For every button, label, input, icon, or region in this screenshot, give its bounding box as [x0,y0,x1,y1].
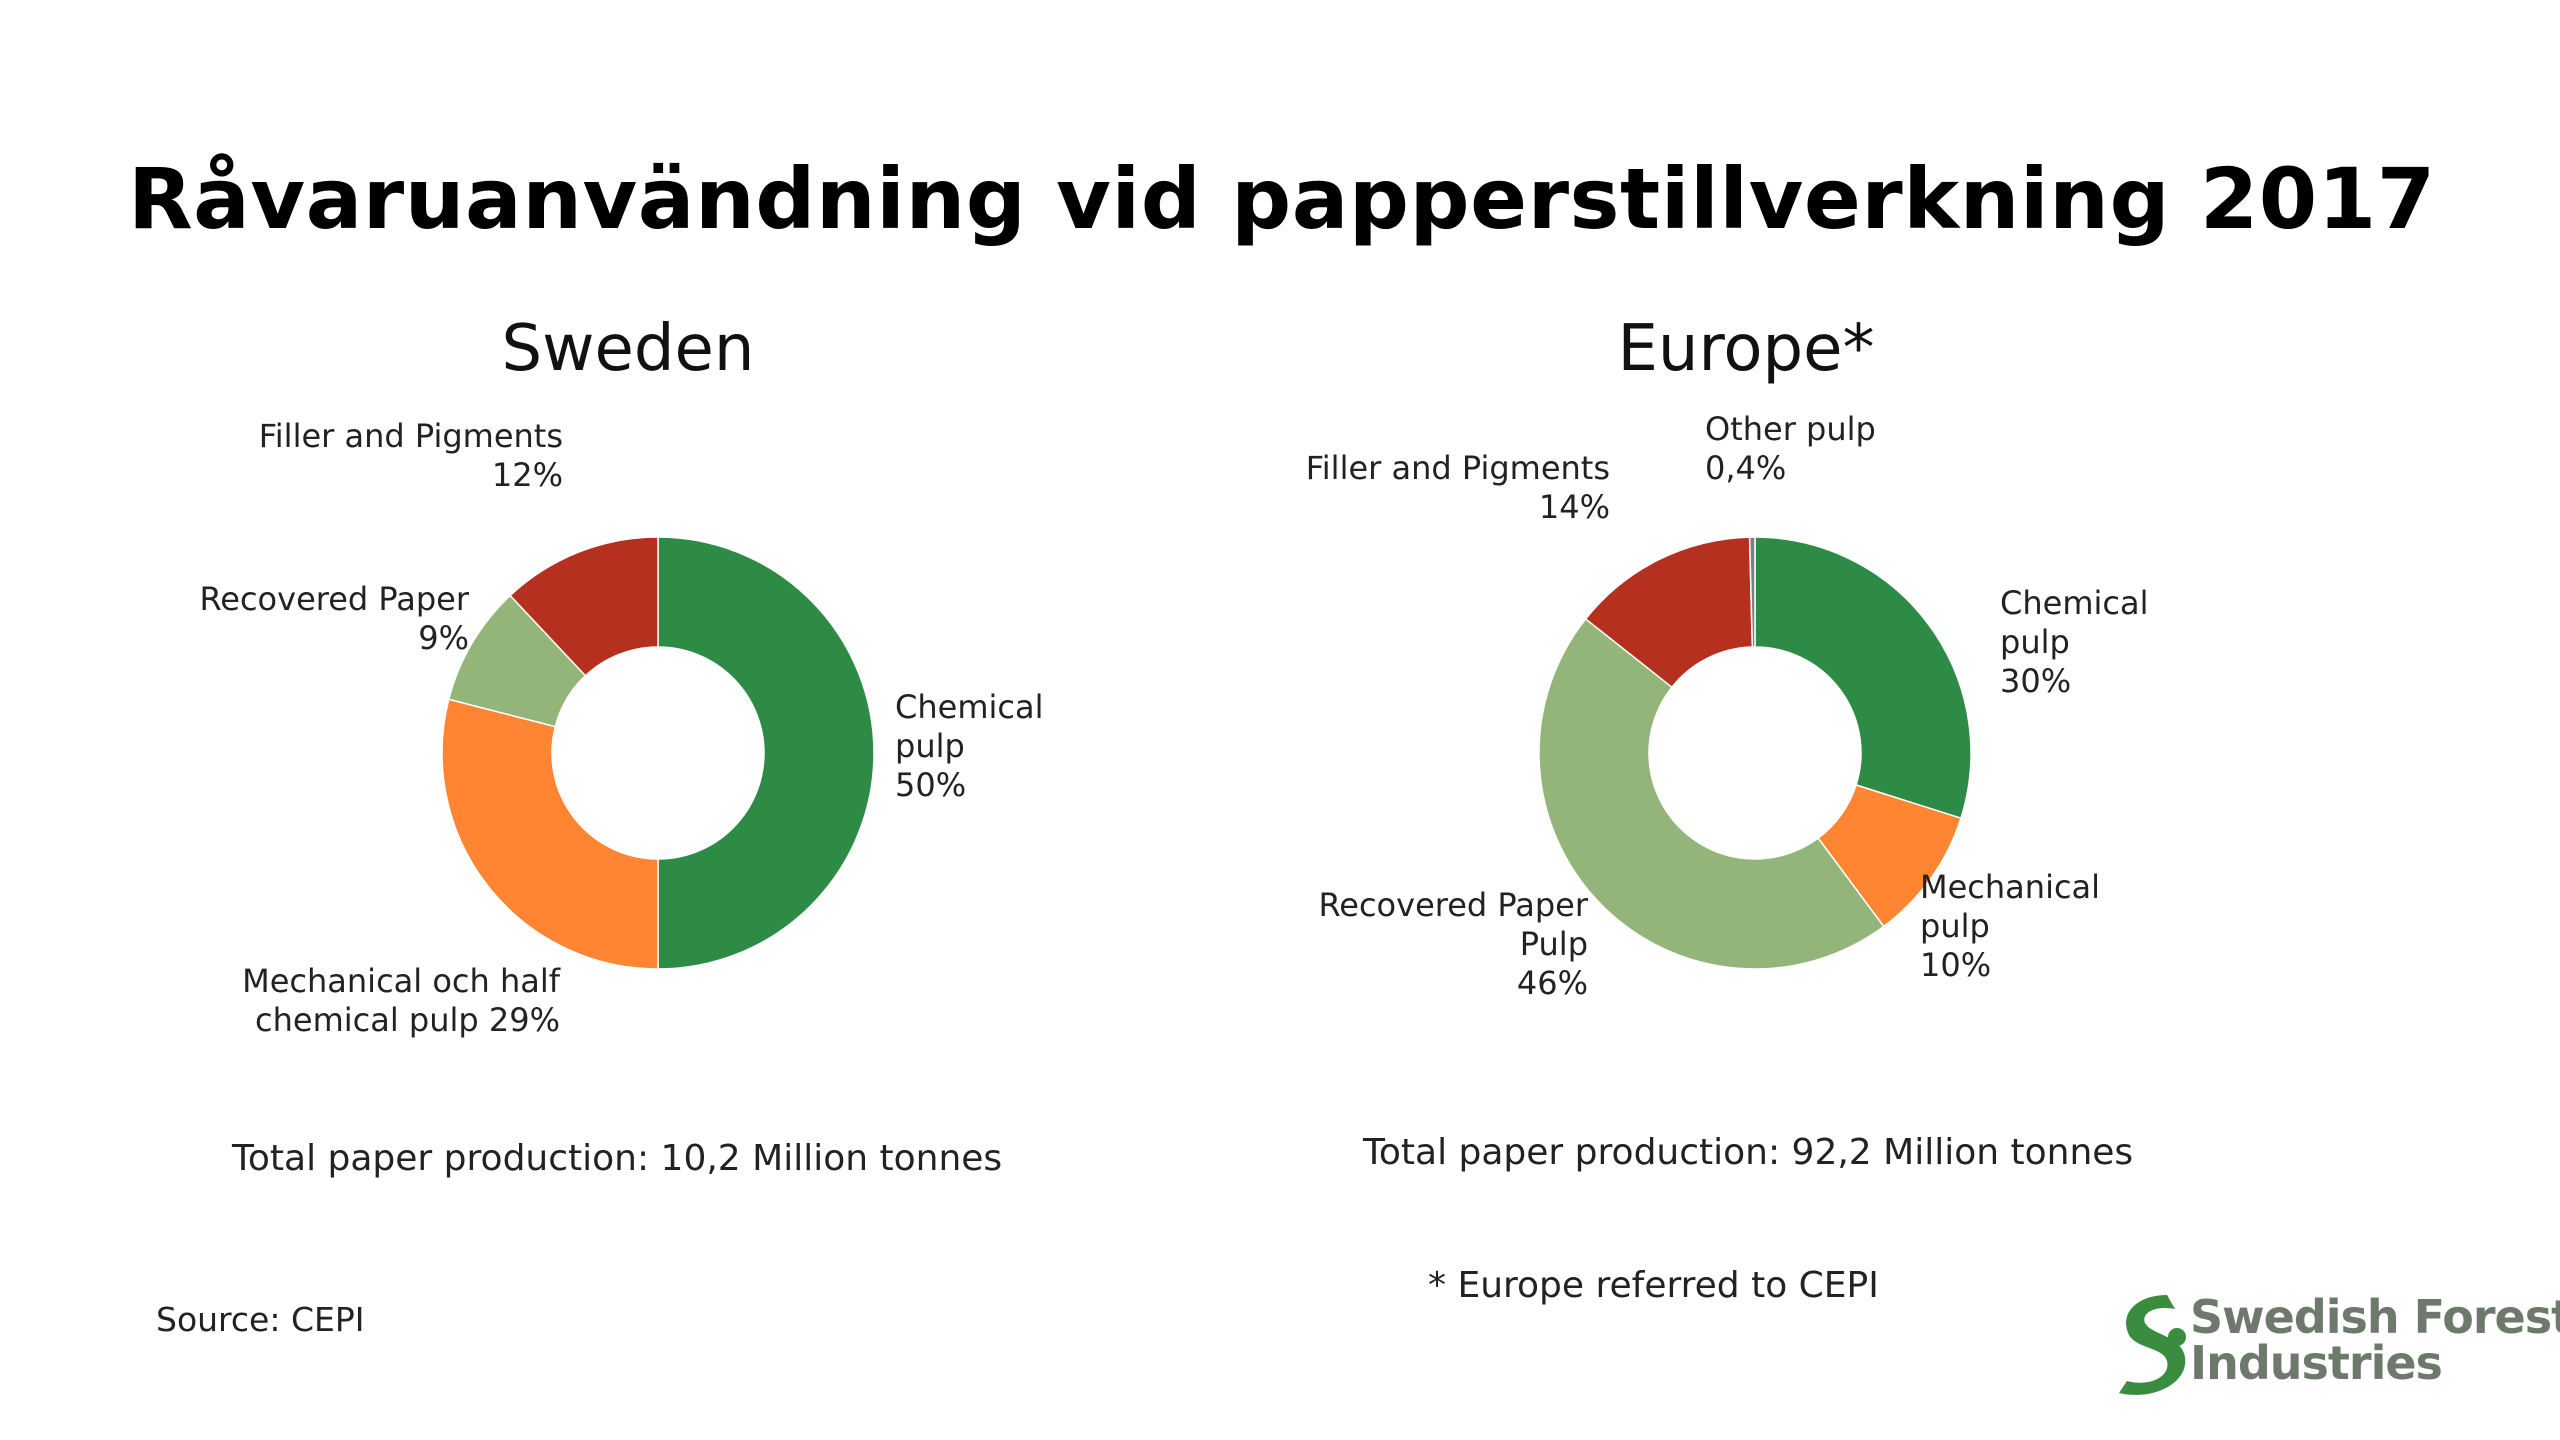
slice-mechanical [441,698,659,970]
label-europe-recovered: Recovered Paper Pulp 46% [1318,886,1588,1002]
label-europe-chemical: Chemical pulp 30% [2000,584,2149,700]
page-title: Råvaruanvändning vid papperstillverkning… [128,150,2436,248]
donut-chart-sweden [441,536,875,970]
slice-chemical [657,536,875,970]
chart-title-europe: Europe* [1617,312,1875,386]
label-sweden-recovered: Recovered Paper 9% [199,580,469,657]
label-europe-mechanical: Mechanical pulp 10% [1920,868,2101,984]
chart-title-sweden: Sweden [501,312,755,386]
slice-chemical [1754,536,1972,820]
label-sweden-mechanical: Mechanical och half chemical pulp 29% [242,962,560,1039]
total-sweden: Total paper production: 10,2 Million ton… [232,1138,1003,1179]
logo-dot [2168,1328,2186,1346]
total-europe: Total paper production: 92,2 Million ton… [1363,1132,2134,1173]
slice-recovered [1538,617,1885,970]
label-europe-other: Other pulp 0,4% [1705,410,1876,487]
footnote: * Europe referred to CEPI [1428,1265,1879,1306]
label-sweden-filler: Filler and Pigments 12% [258,417,563,494]
logo-text-line1: Swedish Forest [2190,1290,2560,1344]
label-europe-filler: Filler and Pigments 14% [1305,449,1610,526]
slice-filler [1584,536,1754,689]
source-note: Source: CEPI [156,1300,365,1339]
donut-chart-europe [1538,536,1972,970]
slice-filler [509,536,659,677]
slice-other [1748,536,1756,648]
logo-s-mark [2119,1295,2186,1395]
label-sweden-chemical: Chemical pulp 50% [895,688,1044,804]
logo-text-line2: Industries [2190,1336,2443,1390]
swedish-forest-industries-logo [2119,1295,2186,1395]
